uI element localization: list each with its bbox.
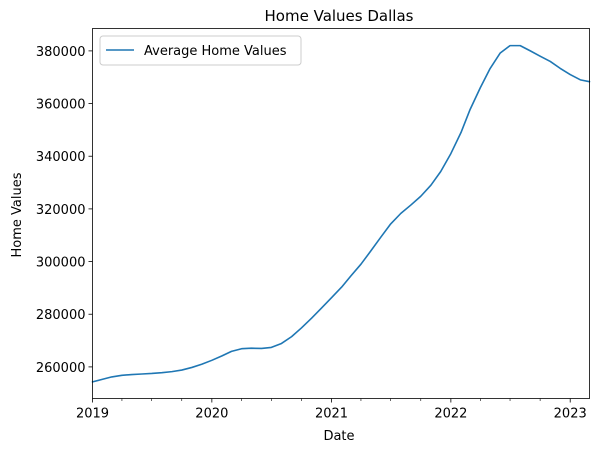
y-tick-label: 300000	[36, 256, 86, 271]
y-axis: 260000 280000 300000 320000 340000 360000 3800…	[36, 45, 93, 376]
x-axis: 2019 2020 2021 2022 2023	[76, 398, 587, 422]
x-axis-label: Date	[323, 429, 354, 444]
plot-area	[91, 44, 591, 383]
y-axis-label: Home Values	[10, 172, 25, 257]
chart-title: Home Values Dallas	[265, 7, 414, 25]
y-tick-label: 380000	[36, 45, 86, 60]
legend-label: Average Home Values	[144, 44, 287, 59]
x-tick-label: 2020	[195, 407, 228, 422]
legend: Average Home Values	[99, 35, 302, 66]
plot-frame	[92, 28, 590, 399]
x-tick-label: 2023	[554, 407, 587, 422]
y-tick-label: 280000	[36, 308, 86, 323]
x-tick-label: 2022	[434, 407, 467, 422]
y-tick-label: 340000	[36, 150, 86, 165]
x-tick-label: 2021	[315, 407, 348, 422]
series-line-0	[91, 44, 591, 383]
x-tick-label: 2019	[76, 407, 109, 422]
y-tick-label: 320000	[36, 203, 86, 218]
legend-box	[99, 35, 302, 66]
y-tick-label: 260000	[36, 361, 86, 376]
y-tick-label: 360000	[36, 98, 86, 113]
